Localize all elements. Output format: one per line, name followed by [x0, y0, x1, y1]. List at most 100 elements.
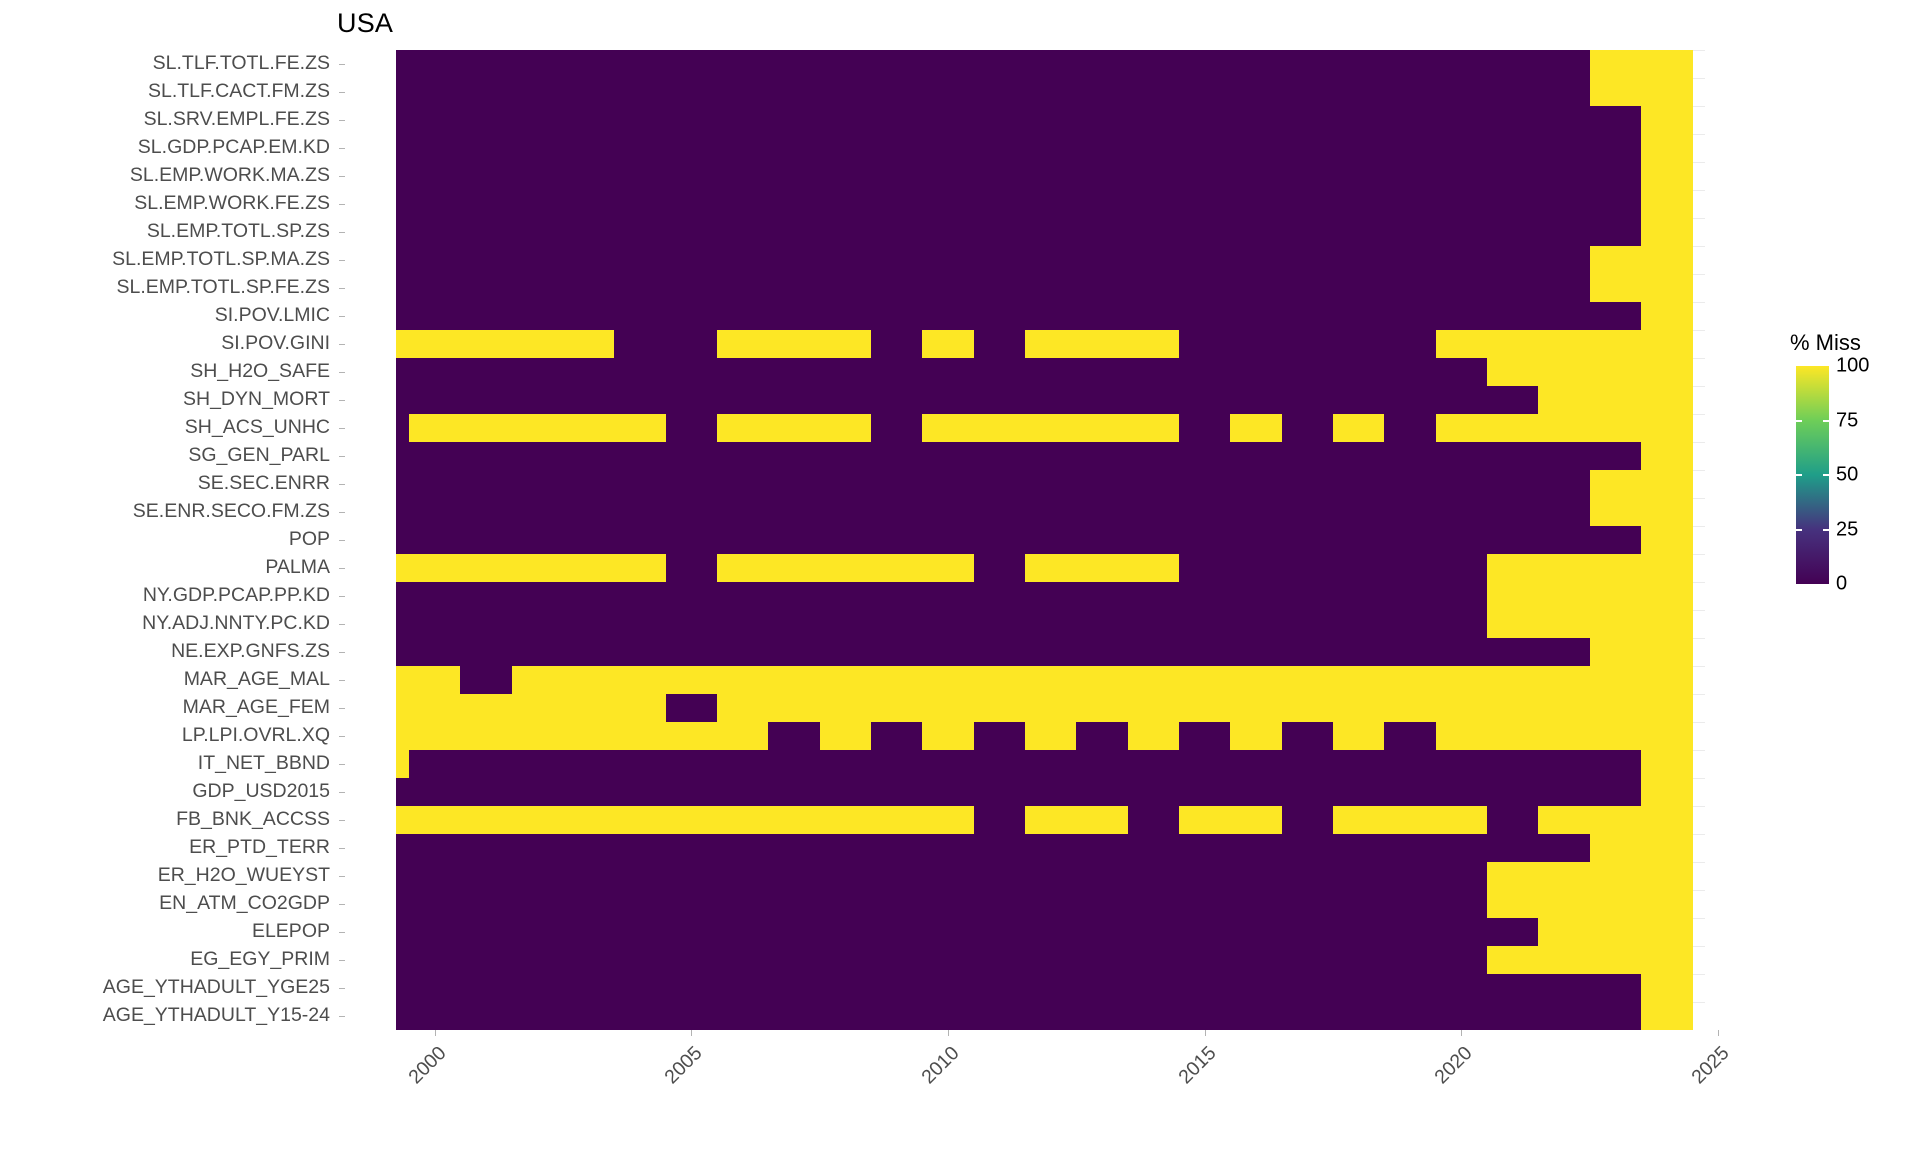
y-axis-tick: [339, 848, 345, 849]
heatmap-cell: [1486, 638, 1539, 667]
heatmap-cell: [1127, 50, 1180, 79]
heatmap-cell: [511, 330, 564, 359]
heatmap-cell: [1486, 358, 1539, 387]
heatmap-cell: [1589, 526, 1642, 555]
heatmap-cell: [973, 750, 1026, 779]
heatmap-cell: [562, 778, 615, 807]
heatmap-cell: [1024, 218, 1077, 247]
heatmap-cell: [460, 638, 513, 667]
heatmap-cell: [819, 890, 872, 919]
heatmap-cell: [1384, 890, 1437, 919]
heatmap-cell: [922, 582, 975, 611]
heatmap-cell: [408, 1002, 461, 1030]
heatmap-cell: [665, 610, 718, 639]
heatmap-cell: [1281, 890, 1334, 919]
legend-title: % Miss: [1790, 330, 1861, 355]
heatmap-cell: [460, 470, 513, 499]
heatmap-cell: [1384, 638, 1437, 667]
heatmap-cell: [1230, 750, 1283, 779]
heatmap-cell: [1589, 946, 1642, 975]
x-axis-label: 2005: [660, 1042, 707, 1089]
heatmap-cell: [1589, 666, 1642, 695]
heatmap-cell: [562, 862, 615, 891]
y-axis-label: EN_ATM_CO2GDP: [159, 892, 330, 914]
heatmap-cell: [768, 694, 821, 723]
heatmap-cell: [1076, 302, 1129, 331]
heatmap-cell: [1178, 694, 1231, 723]
y-axis-tick: [339, 876, 345, 877]
heatmap-cell: [819, 778, 872, 807]
heatmap-cell: [768, 526, 821, 555]
heatmap-cell: [408, 162, 461, 191]
heatmap-cell: [1640, 302, 1693, 331]
heatmap-cell: [1640, 1002, 1693, 1030]
heatmap-cell: [396, 750, 410, 779]
heatmap-cell: [716, 330, 769, 359]
heatmap-cell: [819, 526, 872, 555]
heatmap-cell: [1332, 134, 1385, 163]
heatmap-cell: [1589, 890, 1642, 919]
heatmap-cell: [1332, 330, 1385, 359]
heatmap-cell: [716, 386, 769, 415]
heatmap-cell: [1024, 974, 1077, 1003]
heatmap-cell: [511, 218, 564, 247]
heatmap-cell: [1127, 834, 1180, 863]
heatmap-cell: [1435, 106, 1488, 135]
heatmap-cell: [1435, 190, 1488, 219]
heatmap-cell: [973, 666, 1026, 695]
heatmap-cell: [1435, 890, 1488, 919]
heatmap-cell: [511, 162, 564, 191]
heatmap-cell: [716, 78, 769, 107]
heatmap-cell: [562, 358, 615, 387]
x-axis-tick: [1718, 1030, 1719, 1036]
heatmap-cell: [973, 918, 1026, 947]
heatmap-cell: [768, 498, 821, 527]
heatmap-cell: [1538, 190, 1591, 219]
heatmap-cell: [1076, 386, 1129, 415]
heatmap-cell: [716, 806, 769, 835]
heatmap-cell: [1230, 638, 1283, 667]
heatmap-cell: [1230, 778, 1283, 807]
heatmap-cell: [614, 78, 667, 107]
heatmap-cell: [768, 330, 821, 359]
heatmap-cell: [1024, 750, 1077, 779]
heatmap-cell: [973, 274, 1026, 303]
heatmap-cell: [819, 106, 872, 135]
heatmap-cell: [870, 302, 923, 331]
heatmap-cell: [460, 134, 513, 163]
heatmap-cell: [665, 1002, 718, 1030]
heatmap-cell: [665, 218, 718, 247]
heatmap-cell: [1127, 526, 1180, 555]
heatmap-cell: [819, 498, 872, 527]
heatmap-cell: [1486, 750, 1539, 779]
heatmap-cell: [1486, 78, 1539, 107]
heatmap-cell: [665, 806, 718, 835]
heatmap-cell: [1178, 610, 1231, 639]
heatmap-cell: [1332, 498, 1385, 527]
y-axis-label: SL.EMP.WORK.MA.ZS: [129, 164, 330, 186]
heatmap-cell: [1435, 974, 1488, 1003]
heatmap-cell: [768, 50, 821, 79]
heatmap-cell: [1486, 218, 1539, 247]
heatmap-cell: [614, 442, 667, 471]
heatmap-cell: [1076, 862, 1129, 891]
heatmap-cell: [716, 246, 769, 275]
heatmap-cell: [460, 498, 513, 527]
heatmap-cell: [665, 554, 718, 583]
heatmap-cell: [1178, 218, 1231, 247]
heatmap-cell: [768, 666, 821, 695]
heatmap-cell: [1076, 274, 1129, 303]
heatmap-cell: [1024, 638, 1077, 667]
heatmap-cell: [1127, 106, 1180, 135]
x-axis-label: 2015: [1173, 1042, 1221, 1089]
heatmap-cell: [870, 526, 923, 555]
heatmap-cell: [716, 862, 769, 891]
heatmap-cell: [511, 582, 564, 611]
heatmap-cell: [1178, 582, 1231, 611]
heatmap-cell: [1486, 722, 1539, 751]
heatmap-cell: [1230, 526, 1283, 555]
heatmap-cell: [1640, 190, 1693, 219]
heatmap-cell: [1024, 302, 1077, 331]
heatmap-cell: [1024, 806, 1077, 835]
heatmap-cell: [511, 862, 564, 891]
